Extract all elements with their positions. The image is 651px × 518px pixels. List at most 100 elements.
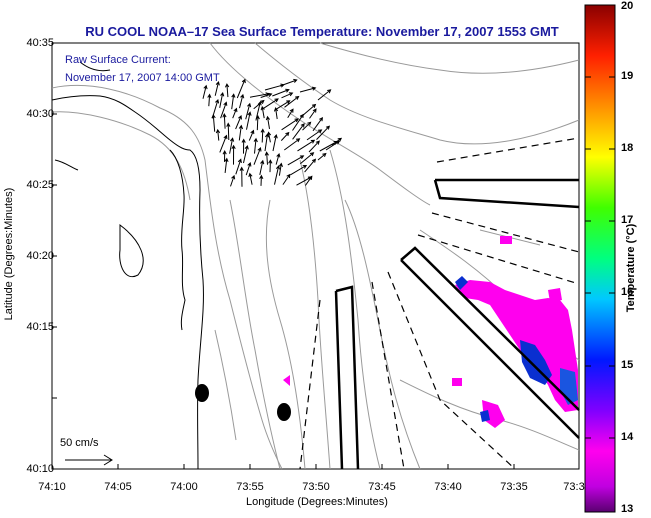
- current-vector-arrow: [248, 129, 255, 141]
- x-tick-label: 73:55: [236, 481, 264, 493]
- sst-warm-patch: [283, 375, 290, 386]
- x-tick-label: 74:00: [170, 481, 198, 493]
- current-vector-arrow: [299, 152, 315, 165]
- y-tick-label: 40:30: [26, 108, 54, 120]
- sst-cool-patch: [480, 410, 490, 422]
- radar-site-marker: [277, 403, 291, 421]
- current-vector-arrow: [202, 84, 208, 99]
- current-vector-arrow: [304, 158, 317, 173]
- current-vector-arrow: [308, 140, 320, 153]
- current-vector-arrow: [309, 108, 317, 119]
- current-vector-arrow: [253, 99, 265, 110]
- sst-warm-patch: [500, 236, 512, 244]
- colorbar-label: Temperature (°C): [625, 223, 637, 313]
- current-vector-arrow: [317, 89, 332, 101]
- current-vector-arrow: [281, 92, 294, 99]
- current-vector-arrow: [211, 113, 216, 132]
- current-vector-arrow: [241, 138, 246, 154]
- current-vector-arrow: [235, 158, 242, 175]
- current-vector-arrow: [260, 128, 265, 143]
- current-overlay-time: November 17, 2007 14:00 GMT: [65, 72, 220, 84]
- colorbar-tick-label: 18: [621, 142, 634, 154]
- current-vector-arrow: [245, 162, 252, 176]
- current-vector-arrow: [253, 137, 258, 154]
- current-vector-arrow: [284, 95, 300, 108]
- current-vector-arrow: [259, 174, 264, 186]
- current-vector-arrow: [224, 157, 229, 173]
- current-vector-arrow: [302, 121, 312, 131]
- current-vector-arrow: [222, 113, 227, 129]
- colorbar-tick-label: 19: [621, 70, 634, 82]
- colorbar-tick-label: 15: [621, 359, 634, 371]
- current-vector-arrow: [224, 83, 230, 98]
- y-tick-label: 40:15: [26, 321, 54, 333]
- colorbar-tick-label: 14: [621, 431, 634, 443]
- current-vector-arrow: [259, 159, 265, 176]
- current-vector-arrow: [253, 147, 262, 165]
- current-vector-arrow: [292, 113, 304, 131]
- current-vector-arrow: [246, 111, 252, 130]
- current-vector-arrow: [235, 115, 242, 130]
- current-vector-arrow: [312, 116, 324, 132]
- current-vector-arrow: [264, 151, 269, 165]
- current-vector-arrow: [232, 107, 238, 119]
- y-tick-label: 40:20: [26, 250, 54, 262]
- temperature-colorbar: [584, 4, 616, 513]
- current-vector-arrow: [272, 88, 290, 97]
- x-tick-label: 73:45: [368, 481, 396, 493]
- current-vector-arrow: [292, 123, 305, 140]
- shipping-lanes: [299, 137, 580, 470]
- current-vector-arrow: [220, 101, 228, 119]
- x-axis-label: Longitude (Degrees:Minutes): [246, 496, 388, 508]
- x-tick-label: 74:10: [38, 481, 66, 493]
- current-vector-arrow: [265, 115, 270, 129]
- current-vector-arrow: [297, 139, 316, 152]
- current-vector-arrow: [239, 166, 244, 187]
- y-axis-label: Latitude (Degrees:Minutes): [3, 187, 15, 321]
- current-vector-arrow: [284, 138, 301, 151]
- current-vector-arrow: [219, 91, 225, 108]
- current-vector-arrow: [238, 124, 244, 141]
- current-vector-arrow: [290, 164, 308, 176]
- colorbar-ticks: [585, 76, 615, 439]
- x-tick-label: 73:40: [434, 481, 462, 493]
- radar-sites: [195, 384, 291, 421]
- current-vector-arrow: [245, 102, 252, 120]
- current-vector-arrow: [280, 131, 290, 141]
- x-tick-label: 74:05: [104, 481, 132, 493]
- current-vector-arrow: [215, 128, 221, 141]
- current-vector-arrow: [268, 159, 273, 173]
- scale-vector-label: 50 cm/s: [60, 437, 99, 449]
- current-vector-arrow: [275, 100, 291, 111]
- current-vector-arrow: [255, 114, 260, 131]
- current-vector-arrow: [243, 144, 249, 164]
- colorbar-tick-label: 16: [621, 286, 634, 298]
- scale-vector-arrow: [65, 454, 113, 466]
- current-vector-arrow: [279, 78, 298, 87]
- current-vector-arrow: [260, 92, 273, 98]
- current-vector-arrow: [317, 152, 327, 161]
- axis-ticks: [52, 113, 515, 469]
- map-frame: [51, 42, 580, 470]
- sst-warm-patch: [452, 378, 462, 386]
- current-vector-arrow: [281, 118, 299, 131]
- current-vector-arrow: [263, 98, 279, 109]
- current-vector-arrow: [331, 137, 343, 146]
- current-vector-arrow: [274, 165, 281, 185]
- current-vector-arrow: [230, 174, 236, 187]
- surface-current-vectors: [202, 78, 343, 187]
- current-vector-arrow: [287, 155, 305, 166]
- current-vector-arrow: [236, 78, 246, 99]
- coastline: [51, 61, 204, 470]
- current-vector-arrow: [214, 80, 220, 96]
- x-tick-label: 73:50: [302, 481, 330, 493]
- current-vector-arrow: [231, 93, 236, 110]
- current-vector-arrow: [219, 134, 228, 153]
- current-vector-arrow: [272, 133, 278, 152]
- y-tick-label: 40:35: [26, 37, 54, 49]
- current-vector-arrow: [264, 133, 270, 152]
- colorbar-tick-label: 13: [621, 503, 634, 515]
- colorbar-tick-label: 17: [621, 214, 634, 226]
- current-vector-arrow: [306, 129, 323, 141]
